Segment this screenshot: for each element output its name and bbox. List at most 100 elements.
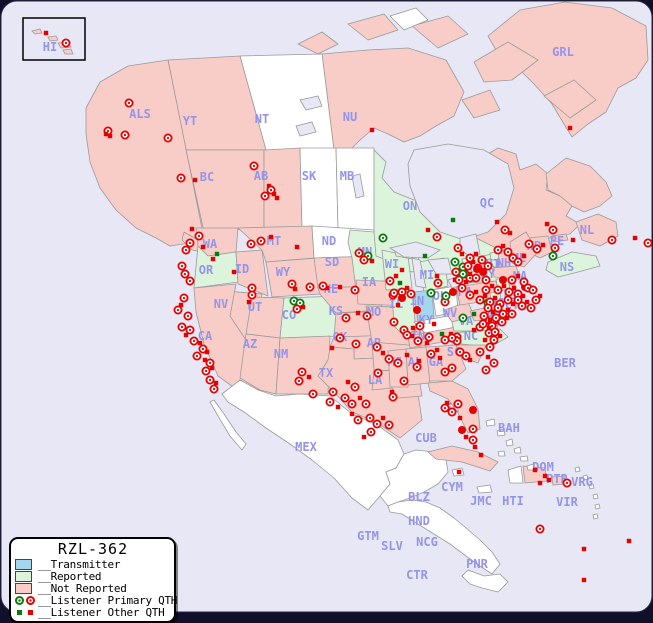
listener-other-marker xyxy=(540,242,546,248)
label-AB: AB xyxy=(254,169,268,183)
listener-other-marker xyxy=(521,253,527,259)
listener-other-marker xyxy=(492,295,498,301)
label-NS: NS xyxy=(560,260,574,274)
listener-primary-marker-dot xyxy=(529,306,533,310)
listener-other-marker xyxy=(380,350,386,356)
region-CUB xyxy=(427,445,499,472)
listener-primary-marker-dot xyxy=(474,276,478,280)
region-arctic-7 xyxy=(389,7,429,31)
legend-item-label: __Listener Primary QTH xyxy=(38,593,178,607)
label-CYM: CYM xyxy=(441,480,463,494)
listener-other-marker xyxy=(471,327,477,333)
listener-other-marker xyxy=(581,546,587,552)
listener-primary-marker-dot xyxy=(343,396,347,400)
label-WA: WA xyxy=(203,237,218,251)
listener-other-marker xyxy=(357,395,363,401)
label-BLZ: BLZ xyxy=(408,490,430,504)
label-CA: CA xyxy=(198,329,213,343)
listener-other-marker xyxy=(337,284,343,290)
listener-other-marker xyxy=(210,256,216,262)
listener-other-marker xyxy=(463,434,469,440)
listener-other-marker xyxy=(345,379,351,385)
listener-primary-marker-dot xyxy=(328,400,332,404)
listener-other-marker xyxy=(197,340,203,346)
listener-other-marker xyxy=(537,293,543,299)
listener-other-marker xyxy=(380,415,386,421)
listener-primary-marker-dot xyxy=(610,238,614,242)
listener-other-marker xyxy=(335,404,341,410)
listener-primary-marker-dot xyxy=(484,288,488,292)
listener-primary-marker-dot xyxy=(402,379,406,383)
listener-primary-marker-dot xyxy=(195,354,199,358)
listener-other-marker xyxy=(294,244,300,250)
listener-primary-marker-dot xyxy=(201,347,205,351)
listener-primary-marker-dot xyxy=(364,402,368,406)
listener-other-marker xyxy=(189,226,195,232)
great-slave-lake xyxy=(295,121,317,137)
listener-primary-marker-dot xyxy=(429,291,433,295)
listener-cluster-marker xyxy=(479,268,487,276)
listener-primary-marker-dot xyxy=(392,291,396,295)
listener-primary-marker-dot xyxy=(443,300,447,304)
listener-primary-marker-dot xyxy=(496,306,500,310)
region-bahama-1 xyxy=(485,418,496,427)
listener-primary-marker-dot xyxy=(183,272,187,276)
listener-primary-marker-dot xyxy=(369,430,373,434)
listener-primary-marker-dot xyxy=(356,418,360,422)
legend-row-listener-primary: __Listener Primary QTH xyxy=(15,594,177,607)
legend-item-label: __Listener Other QTH xyxy=(38,605,165,619)
listener-primary-marker-dot xyxy=(490,324,494,328)
listener-other-marker xyxy=(497,333,503,339)
listener-primary-marker-dot xyxy=(186,314,190,318)
label-NCG: NCG xyxy=(416,535,438,549)
region-arctic-1 xyxy=(297,31,339,55)
listener-other-marker xyxy=(532,467,538,473)
label-BER: BER xyxy=(554,356,576,370)
listener-primary-marker-dot xyxy=(180,325,184,329)
listener-other-marker xyxy=(43,30,49,36)
region-antilles-1 xyxy=(574,466,581,473)
label-HI: HI xyxy=(43,40,57,54)
listener-other-marker xyxy=(444,400,450,406)
listener-primary-marker-dot xyxy=(176,308,180,312)
listener-primary-marker-dot xyxy=(263,194,267,198)
listener-primary-marker-dot xyxy=(405,333,409,337)
region-JMC xyxy=(476,484,493,494)
listener-other-marker xyxy=(416,358,422,364)
listener-other-marker xyxy=(192,177,198,183)
listener-primary-marker-dot xyxy=(481,322,485,326)
label-KS: KS xyxy=(329,304,343,318)
listener-other-marker xyxy=(626,538,632,544)
listener-other-marker xyxy=(204,349,210,355)
listener-primary-marker-dot xyxy=(297,379,301,383)
listener-primary-marker-dot xyxy=(456,402,460,406)
region-AZ xyxy=(239,333,281,395)
label-SK: SK xyxy=(302,169,317,183)
listener-primary-marker-dot xyxy=(250,286,254,290)
listener-primary-marker-dot xyxy=(387,357,391,361)
label-IA: IA xyxy=(362,275,377,289)
listener-primary-marker-dot xyxy=(197,234,201,238)
listener-primary-marker-dot xyxy=(534,298,538,302)
listener-other-marker xyxy=(467,271,473,277)
hawaii-island-2 xyxy=(47,35,59,42)
listener-primary-marker-dot xyxy=(396,361,400,365)
hawaii-inset-box xyxy=(22,17,86,61)
label-CTR: CTR xyxy=(406,568,428,582)
listener-primary-marker-dot xyxy=(416,339,420,343)
listener-primary-marker-dot xyxy=(443,370,447,374)
listener-other-marker xyxy=(632,235,638,241)
region-PANAMA xyxy=(461,569,509,593)
listener-other-marker xyxy=(463,279,469,285)
label-JMC: JMC xyxy=(470,494,492,508)
listener-primary-marker-dot xyxy=(365,314,369,318)
listener-primary-marker-dot xyxy=(353,288,357,292)
listener-other-marker xyxy=(397,280,403,286)
label-ALS: ALS xyxy=(129,107,151,121)
listener-primary-marker-dot xyxy=(526,286,530,290)
label-MEX: MEX xyxy=(295,440,317,454)
listener-primary-marker-dot xyxy=(527,242,531,246)
legend-item-label: __Reported xyxy=(38,569,102,583)
listener-other-marker xyxy=(410,325,416,331)
listener-primary-marker-dot xyxy=(538,527,542,531)
